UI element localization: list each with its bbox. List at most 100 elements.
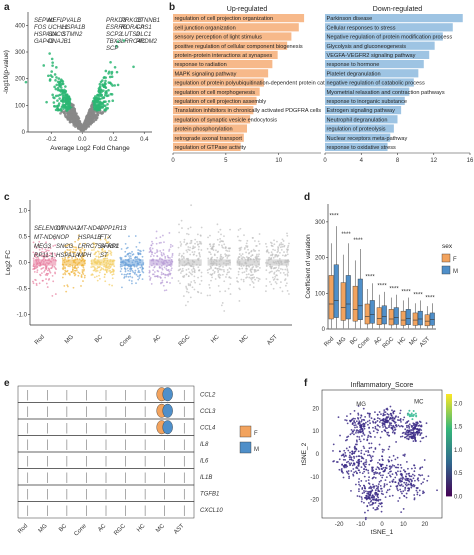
fc-point — [235, 277, 238, 279]
tsne-point — [400, 477, 402, 480]
volcano-point — [81, 127, 84, 131]
tsne-point — [372, 430, 375, 433]
fc-point — [251, 280, 254, 283]
tsne-point — [370, 442, 373, 445]
fc-point — [210, 267, 212, 270]
box — [393, 307, 399, 325]
fc-point — [189, 272, 192, 275]
tsne-point — [360, 427, 363, 429]
fc-point — [48, 269, 51, 272]
fc-point — [185, 249, 188, 252]
fc-point — [182, 295, 185, 297]
fc-point — [250, 271, 253, 274]
tsne-point — [410, 482, 412, 485]
fc-point — [154, 252, 156, 255]
tsne-point — [397, 416, 400, 418]
fc-point — [208, 283, 211, 286]
fc-point — [169, 257, 171, 259]
tsne-point — [377, 488, 379, 490]
fc-point — [158, 242, 161, 244]
down-bar — [325, 124, 394, 133]
violin-m — [162, 387, 173, 402]
fc-point — [197, 248, 200, 251]
fc-point — [272, 279, 275, 281]
tsne-point — [406, 437, 408, 440]
tsne-point — [400, 420, 402, 423]
tsne-point — [397, 463, 399, 466]
tsne-point — [358, 438, 361, 441]
tsne-point — [356, 435, 359, 438]
volcano-point — [56, 94, 60, 97]
fc-point — [141, 278, 144, 281]
fc-point — [177, 246, 180, 249]
fc-point — [239, 239, 242, 242]
tsne-point — [374, 501, 377, 504]
tsne-point — [372, 477, 374, 479]
fc-point — [279, 281, 282, 283]
fc-point — [194, 281, 196, 284]
volcano-point — [95, 98, 98, 102]
fc-point — [47, 272, 50, 275]
fc-point — [95, 269, 98, 272]
tsne-point — [351, 452, 353, 455]
up-bar — [173, 106, 254, 115]
fc-point — [93, 253, 96, 256]
tsne-point — [385, 476, 388, 479]
up-term-label: regulation of GTPase activity — [175, 145, 247, 151]
fc-point — [183, 257, 185, 260]
fc-point — [109, 266, 112, 269]
tsne-point — [358, 469, 360, 472]
tsne-point — [399, 409, 402, 412]
fc-point — [189, 226, 192, 229]
fc-point — [46, 253, 48, 256]
fc-point — [139, 266, 142, 269]
volcano-point — [91, 115, 95, 119]
fc-point — [200, 242, 203, 245]
tsne-point — [395, 485, 398, 488]
tsne-point — [384, 425, 387, 428]
tsne-point — [415, 489, 418, 492]
volcano-point — [57, 104, 61, 107]
fc-point — [216, 268, 219, 270]
y-tick-label: -0.5 — [17, 287, 28, 293]
y-tick-label: -20 — [310, 498, 319, 504]
tsne-point — [339, 450, 341, 453]
tsne-point — [372, 450, 375, 453]
tsne-point — [368, 426, 371, 429]
fc-point — [124, 250, 127, 253]
up-bar — [173, 23, 299, 32]
fc-point — [38, 248, 41, 251]
tsne-point — [381, 476, 384, 479]
fc-point — [279, 251, 281, 254]
fc-point — [212, 243, 215, 246]
tsne-point — [367, 451, 370, 454]
tsne-point — [407, 487, 410, 489]
tsne-point — [358, 483, 360, 486]
fc-point — [281, 243, 284, 246]
volcano-point — [48, 52, 51, 55]
down-term-label: Neutrophil degranulation — [327, 117, 388, 123]
fc-point — [284, 279, 286, 282]
fc-point — [38, 240, 41, 243]
fc-point — [280, 268, 282, 270]
fc-point — [77, 239, 79, 241]
volcano-point — [51, 64, 54, 67]
fc-point — [111, 273, 114, 276]
fc-point — [206, 294, 209, 297]
fc-point — [77, 266, 79, 269]
fc-point — [242, 256, 244, 259]
fc-point — [193, 268, 195, 270]
fc-point — [209, 243, 212, 246]
tsne-point — [356, 440, 358, 443]
fc-point — [168, 248, 171, 251]
fc-point — [229, 247, 231, 250]
tsne-point — [404, 483, 407, 486]
fc-point — [109, 252, 112, 255]
tsne-point — [375, 508, 378, 511]
tsne-point — [421, 466, 424, 468]
fc-point — [152, 269, 155, 272]
tsne-point — [360, 466, 363, 469]
fc-point — [72, 248, 75, 251]
fc-point — [257, 240, 260, 243]
fc-point — [198, 269, 200, 272]
